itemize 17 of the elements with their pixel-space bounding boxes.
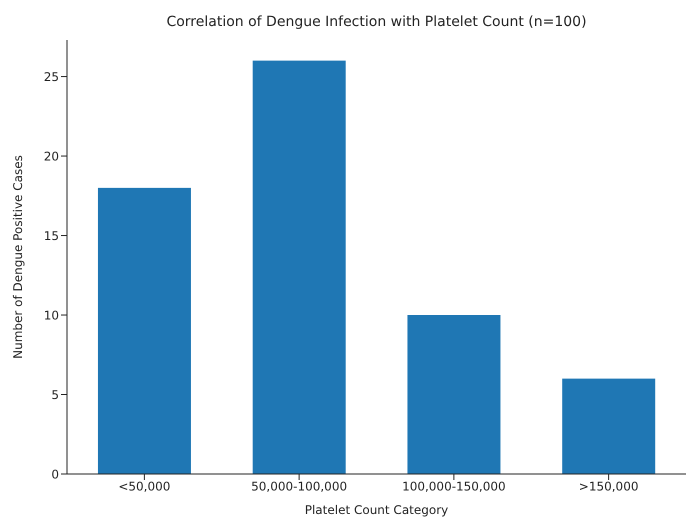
- x-tick-label: >150,000: [578, 480, 638, 494]
- y-tick-label: 5: [51, 388, 59, 402]
- x-tick-label: 100,000-150,000: [402, 480, 506, 494]
- bar: [98, 188, 191, 474]
- chart-title: Correlation of Dengue Infection with Platelet Count (n=100): [165, 14, 588, 30]
- x-axis-title: Platelet Count Category: [304, 503, 450, 517]
- bar: [252, 60, 346, 474]
- y-tick-label: 0: [51, 467, 59, 482]
- y-axis-title: Number of Dengue Positive Cases: [11, 155, 25, 359]
- y-tick-label: 25: [44, 70, 59, 84]
- x-tick-label: 50,000-100,000: [251, 480, 348, 494]
- y-tick-label: 10: [44, 308, 59, 322]
- bar: [562, 378, 656, 474]
- y-tick-label: 15: [44, 228, 59, 243]
- y-tick-label: 20: [44, 149, 59, 164]
- bar: [407, 315, 500, 474]
- x-tick-label: <50,000: [118, 480, 170, 494]
